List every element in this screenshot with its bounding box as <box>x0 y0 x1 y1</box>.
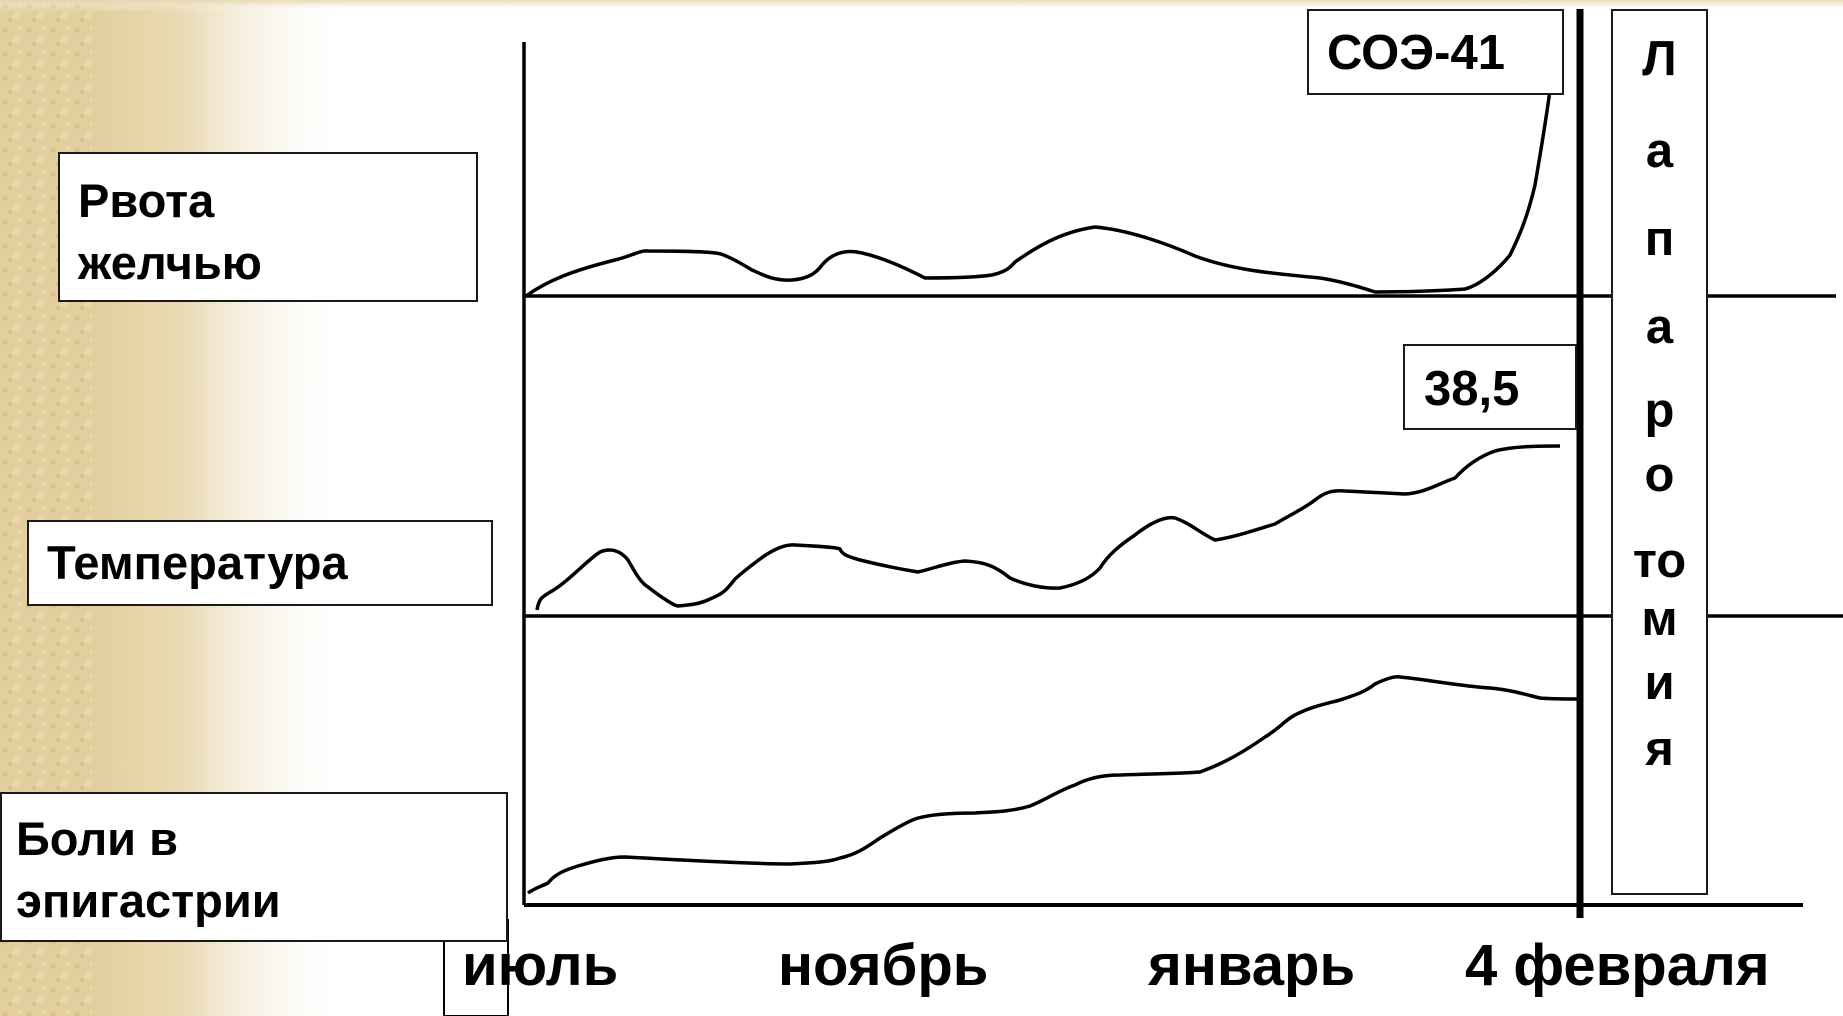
pain-curve <box>526 675 1579 895</box>
label-epigastric-pain-text: Боли в эпигастрии <box>16 812 281 927</box>
laparotomy-letter: а <box>1645 300 1674 354</box>
annotation-temperature-peak: 38,5 <box>1403 344 1577 430</box>
temperature-curve <box>535 444 1561 611</box>
laparotomy-letter: то <box>1632 534 1687 588</box>
annotation-temperature-peak-text: 38,5 <box>1424 362 1520 416</box>
annotation-esr: СОЭ-41 <box>1307 9 1564 95</box>
annotation-laparotomy: Л а п а р о то м и я <box>1611 9 1708 895</box>
month-label-january: январь <box>1148 933 1356 998</box>
laparotomy-letter: п <box>1644 212 1675 266</box>
label-temperature: Температура <box>27 520 493 606</box>
laparotomy-letter: я <box>1645 722 1674 776</box>
laparotomy-letter: Л <box>1642 32 1677 86</box>
month-label-feb4: 4 февраля <box>1465 933 1770 998</box>
vomit-curve <box>524 68 1564 298</box>
laparotomy-letter: р <box>1644 384 1675 438</box>
laparotomy-letter: о <box>1644 448 1675 502</box>
label-vomit-bile: Рвота желчью <box>58 152 478 302</box>
parchment-top-band <box>0 0 1843 12</box>
month-label-july: июль <box>462 933 619 998</box>
label-vomit-bile-text: Рвота желчью <box>78 174 262 289</box>
laparotomy-letter: и <box>1644 656 1675 710</box>
label-epigastric-pain: Боли в эпигастрии <box>0 792 508 942</box>
laparotomy-letter: а <box>1645 124 1674 178</box>
laparotomy-letter: м <box>1641 592 1678 646</box>
label-temperature-text: Температура <box>47 536 348 589</box>
month-label-november: ноябрь <box>778 933 989 998</box>
annotation-esr-text: СОЭ-41 <box>1327 26 1505 80</box>
